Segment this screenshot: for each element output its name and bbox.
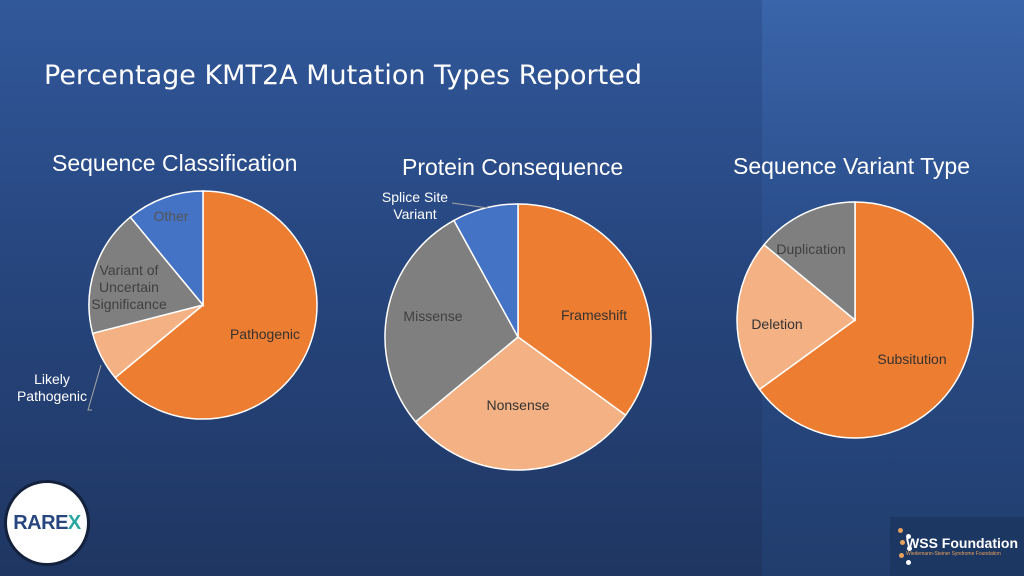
dna-helix-icon xyxy=(896,526,912,568)
slide-title: Percentage KMT2A Mutation Types Reported xyxy=(44,60,642,91)
pie-label-missense: Missense xyxy=(403,308,462,324)
wss-name: WSS Foundation xyxy=(906,535,1018,551)
pie-slice-variant-of-uncertain-significance xyxy=(88,216,205,335)
pie-label-pathogenic: Pathogenic xyxy=(230,326,300,342)
leader-line xyxy=(87,364,102,411)
pie-label-variant-of-uncertain-significance: Variant of Uncertain Significance xyxy=(91,262,167,312)
pie-slice-duplication xyxy=(763,201,856,322)
chart-title-sequence-classification: Sequence Classification xyxy=(52,150,298,176)
pie-slice-frameshift xyxy=(517,203,652,417)
leader-line xyxy=(451,202,489,209)
pie-label-nonsense: Nonsense xyxy=(486,397,549,413)
pie-label-duplication: Duplication xyxy=(776,241,845,257)
pie-label-subsitution: Subsitution xyxy=(877,351,946,367)
pie-slice-subsitution xyxy=(758,201,974,439)
pie-label-deletion: Deletion xyxy=(751,316,802,332)
wss-tagline: Wiedemann-Steiner Syndrome Foundation xyxy=(906,551,1001,557)
pie-slice-nonsense xyxy=(414,336,627,471)
rarex-logo-text: RAREX xyxy=(13,511,81,534)
pie-slice-missense xyxy=(384,219,519,423)
pie-slice-deletion xyxy=(736,243,857,391)
pie-slice-other xyxy=(129,190,204,308)
chart-title-sequence-variant-type: Sequence Variant Type xyxy=(733,153,970,179)
pie-label-likely-pathogenic: Likely Pathogenic xyxy=(17,371,87,404)
pie-label-other: Other xyxy=(153,208,188,224)
pie-slice-splice-site-variant xyxy=(452,203,519,338)
chart-title-protein-consequence: Protein Consequence xyxy=(402,154,624,180)
pie-label-frameshift: Frameshift xyxy=(561,307,627,323)
pie-label-splice-site-variant: Splice Site Variant xyxy=(382,189,448,222)
pie-slice-pathogenic xyxy=(114,190,318,420)
rarex-logo-icon: RAREX xyxy=(4,480,90,566)
wss-foundation-logo: WSS Foundation Wiedemann-Steiner Syndrom… xyxy=(890,517,1024,576)
